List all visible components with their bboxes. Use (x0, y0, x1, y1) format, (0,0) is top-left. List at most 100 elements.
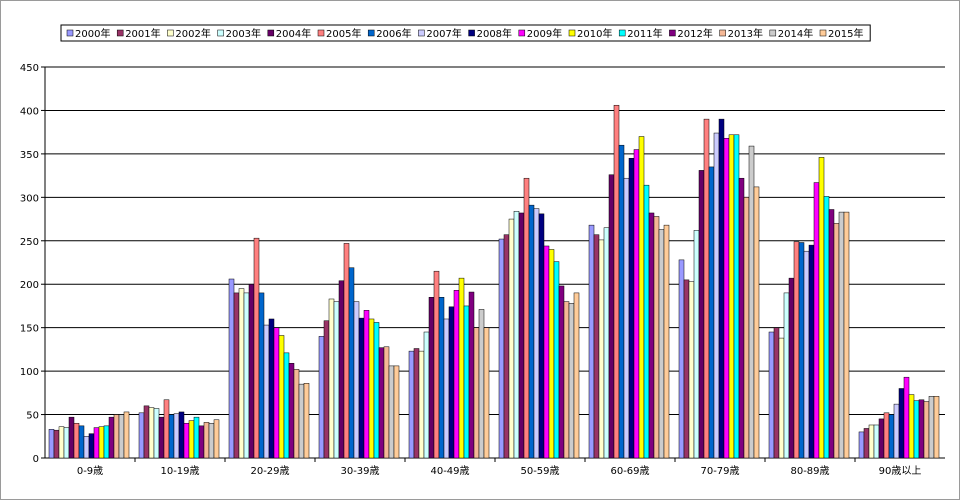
bar (368, 318, 375, 459)
bar (158, 416, 165, 459)
bar (268, 318, 275, 459)
bar (98, 426, 105, 459)
bar (198, 425, 205, 459)
bar (563, 301, 570, 459)
bar (593, 234, 600, 459)
bar (628, 157, 635, 459)
bar (653, 216, 660, 459)
bar (533, 208, 540, 459)
bar (68, 416, 75, 459)
bar (473, 327, 480, 459)
bar (73, 422, 80, 459)
bar (798, 242, 805, 459)
y-tick-label: 0 (33, 454, 39, 465)
bar (188, 420, 195, 459)
x-tick-label: 90歳以上 (879, 465, 922, 477)
legend-swatch (267, 29, 275, 37)
bar (213, 419, 220, 459)
bar (543, 245, 550, 459)
bar (93, 427, 100, 459)
y-tick-label: 100 (20, 367, 39, 378)
bar (908, 394, 915, 459)
x-tick-label: 40-49歳 (430, 465, 469, 477)
bar (923, 401, 930, 459)
bar (828, 209, 835, 459)
bar (283, 352, 290, 459)
legend-label: 2003年 (226, 27, 261, 40)
bar (78, 425, 85, 459)
bar (318, 336, 325, 459)
bar (803, 250, 810, 459)
bar (428, 297, 435, 459)
bar (918, 399, 925, 459)
bar (333, 301, 340, 459)
bar (913, 400, 920, 459)
bar (253, 237, 260, 459)
legend-label: 2006年 (376, 27, 411, 40)
bar (413, 348, 420, 459)
bar (503, 234, 510, 459)
legend-swatch (618, 29, 626, 37)
bar (203, 422, 210, 459)
bar (183, 422, 190, 459)
bar (153, 408, 160, 459)
bar (303, 383, 310, 459)
legend-swatch (769, 29, 777, 37)
bar (898, 388, 905, 459)
bar (538, 213, 545, 459)
bar (738, 177, 745, 459)
bar (53, 429, 60, 459)
bar (688, 281, 695, 459)
bar (693, 230, 700, 459)
legend-label: 2000年 (75, 27, 110, 40)
bar (873, 424, 880, 459)
bar (753, 186, 760, 459)
bar (498, 238, 505, 459)
bar (928, 396, 935, 459)
legend-swatch (518, 29, 526, 37)
bar (623, 177, 630, 459)
legend-label: 2015年 (828, 27, 863, 40)
bar (378, 347, 385, 459)
y-tick-label: 300 (20, 193, 39, 204)
bar (453, 290, 460, 459)
bar (143, 405, 150, 459)
x-tick-label: 70-79歳 (700, 465, 739, 477)
bar (638, 136, 645, 459)
legend-label: 2008年 (477, 27, 512, 40)
legend-label: 2011年 (627, 27, 662, 40)
y-tick-label: 250 (20, 237, 39, 248)
bar (878, 418, 885, 459)
bar (553, 261, 560, 459)
bar (773, 327, 780, 459)
bar (723, 138, 730, 459)
bar (233, 292, 240, 459)
bar (778, 337, 785, 459)
bar (713, 132, 720, 459)
bar (383, 346, 390, 459)
bar (468, 291, 475, 459)
x-tick-label: 0-9歳 (77, 465, 103, 477)
bar (433, 270, 440, 459)
legend-label: 2009年 (527, 27, 562, 40)
bar (393, 365, 400, 459)
bar (718, 118, 725, 459)
bar (588, 224, 595, 459)
bar (388, 365, 395, 459)
legend-label: 2004年 (276, 27, 311, 40)
bar (883, 412, 890, 459)
bar (168, 414, 175, 459)
bar (648, 212, 655, 459)
bar (463, 305, 470, 459)
bar (933, 396, 940, 459)
y-tick-label: 200 (20, 280, 39, 291)
bar (443, 318, 450, 459)
bar (423, 331, 430, 459)
bar (138, 412, 145, 459)
bar (518, 212, 525, 459)
bar (658, 229, 665, 459)
bar (603, 227, 610, 459)
legend-swatch (719, 29, 726, 37)
bar (613, 104, 620, 459)
